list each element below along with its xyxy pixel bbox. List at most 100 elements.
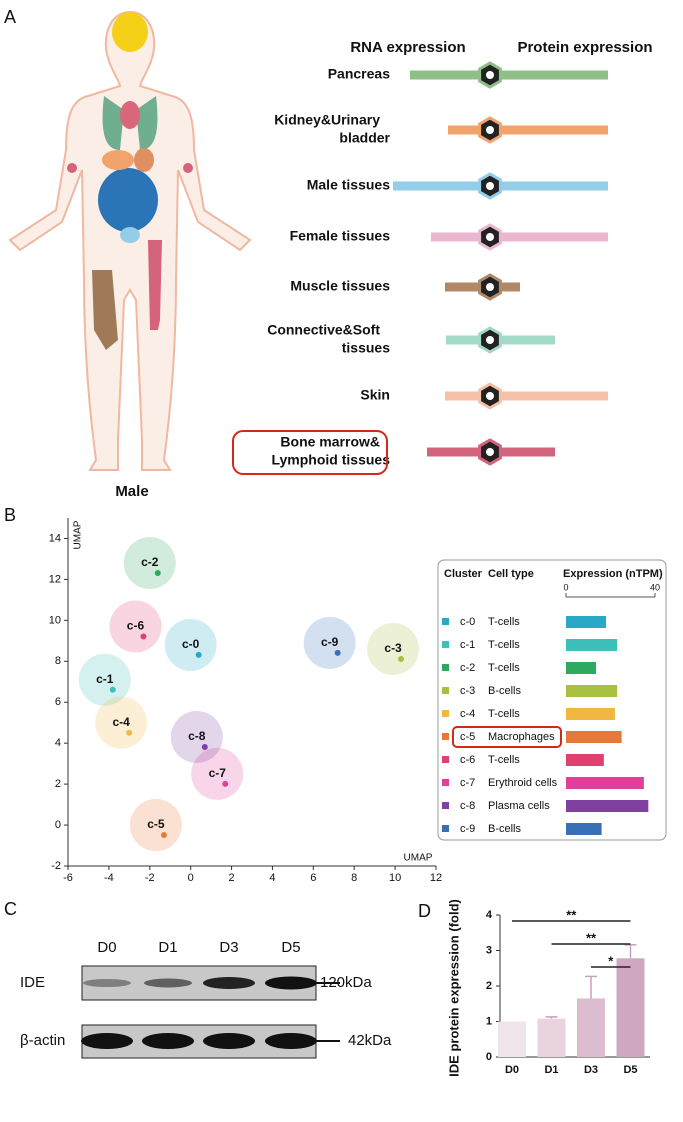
y-tick-label: 6 — [55, 696, 61, 708]
panel-label: B — [4, 505, 16, 525]
cell-type: Plasma cells — [488, 800, 550, 812]
cluster-name: c-4 — [460, 708, 475, 720]
rna-bar — [446, 335, 490, 345]
legend-swatch — [442, 802, 449, 809]
protein-bar — [490, 232, 608, 242]
expression-bar — [566, 823, 602, 835]
y-tick-label: 3 — [486, 944, 492, 956]
protein-bar — [490, 70, 608, 80]
lane-label: D1 — [158, 939, 177, 956]
tissue-icon-dot — [486, 182, 494, 190]
column-header: Protein expression — [517, 39, 652, 56]
band — [203, 977, 255, 989]
table-header: Cell type — [488, 568, 534, 580]
panel-label: C — [4, 899, 17, 919]
cluster-label: c-5 — [147, 817, 165, 831]
y-tick-label: 2 — [486, 980, 492, 992]
column-header: RNA expression — [350, 39, 465, 56]
tissue-icon-dot — [486, 283, 494, 291]
y-tick-label: 4 — [486, 909, 493, 921]
x-tick-label: 10 — [389, 872, 401, 884]
y-tick-label: 0 — [486, 1051, 492, 1063]
cluster-name: c-0 — [460, 616, 475, 628]
significance-label: ** — [566, 907, 577, 922]
tissue-icon-dot — [486, 336, 494, 344]
tissue-label: Female tissues — [290, 228, 391, 244]
y-tick-label: 0 — [55, 819, 61, 831]
table-header: Expression (nTPM) — [563, 568, 663, 580]
bone — [148, 240, 162, 330]
protein-bar — [490, 282, 520, 292]
expression-bar — [566, 708, 615, 720]
cluster-point — [334, 649, 341, 656]
liver — [102, 150, 134, 170]
tissue-label: Male tissues — [307, 177, 390, 193]
heart — [120, 101, 140, 129]
cluster-point — [222, 780, 229, 787]
tissue-icon-dot — [486, 233, 494, 241]
protein-bar — [490, 125, 608, 135]
y-axis-label: IDE protein expression (fold) — [446, 899, 461, 1077]
legend-swatch — [442, 825, 449, 832]
rna-bar — [393, 181, 490, 191]
cluster-label: c-2 — [141, 555, 159, 569]
tissue-icon-dot — [486, 126, 494, 134]
tissue-label: Pancreas — [328, 66, 390, 82]
cluster-cloud — [367, 623, 420, 676]
cell-type: B-cells — [488, 685, 522, 697]
x-axis-label: UMAP — [404, 853, 433, 864]
panel-label: D — [418, 901, 431, 921]
cluster-name: c-6 — [460, 754, 475, 766]
scale-label: 0 — [563, 582, 568, 592]
rna-bar — [427, 447, 490, 457]
intestine — [98, 168, 158, 232]
y-tick-label: 12 — [49, 573, 61, 585]
cluster-cloud — [95, 696, 148, 749]
node — [67, 163, 77, 173]
band — [83, 979, 131, 987]
cluster-cloud — [129, 799, 182, 852]
cluster-cloud — [170, 711, 223, 764]
legend-box — [437, 559, 667, 841]
rna-bar — [431, 232, 490, 242]
cluster-label: c-9 — [321, 635, 339, 649]
cluster-name: c-9 — [460, 823, 475, 835]
node — [183, 163, 193, 173]
figure-label: Male — [115, 483, 148, 500]
legend-swatch — [442, 664, 449, 671]
cluster-point — [154, 570, 161, 577]
cluster-name: c-7 — [460, 777, 475, 789]
protein-bar — [490, 181, 608, 191]
band — [265, 976, 317, 990]
protein-label: β-actin — [20, 1032, 65, 1049]
legend-swatch — [442, 710, 449, 717]
cell-type: T-cells — [488, 708, 520, 720]
lane-label: D5 — [281, 939, 300, 956]
x-tick-label: 4 — [269, 872, 275, 884]
cluster-point — [398, 656, 405, 663]
significance-label: * — [608, 953, 614, 968]
cluster-name: c-1 — [460, 639, 475, 651]
expression-bar — [566, 662, 597, 674]
bar — [537, 1018, 566, 1057]
cluster-label: c-0 — [182, 637, 200, 651]
table-header: Cluster — [444, 568, 483, 580]
band — [142, 1033, 194, 1049]
expression-bar — [566, 777, 644, 789]
tissue-icon-dot — [486, 392, 494, 400]
scale-label: 40 — [650, 582, 660, 592]
expression-bar — [566, 754, 604, 766]
bar — [616, 958, 645, 1057]
x-tick-label: D0 — [505, 1064, 519, 1076]
western-blot — [81, 965, 340, 1059]
significance-label: ** — [586, 930, 597, 945]
x-tick-label: -2 — [145, 872, 155, 884]
x-tick-label: D1 — [544, 1064, 558, 1076]
rna-bar — [445, 391, 490, 401]
expression-bar — [566, 685, 618, 697]
bar — [577, 998, 605, 1057]
legend-swatch — [442, 756, 449, 763]
cluster-cloud — [78, 653, 131, 706]
cluster-label: c-8 — [188, 729, 206, 743]
